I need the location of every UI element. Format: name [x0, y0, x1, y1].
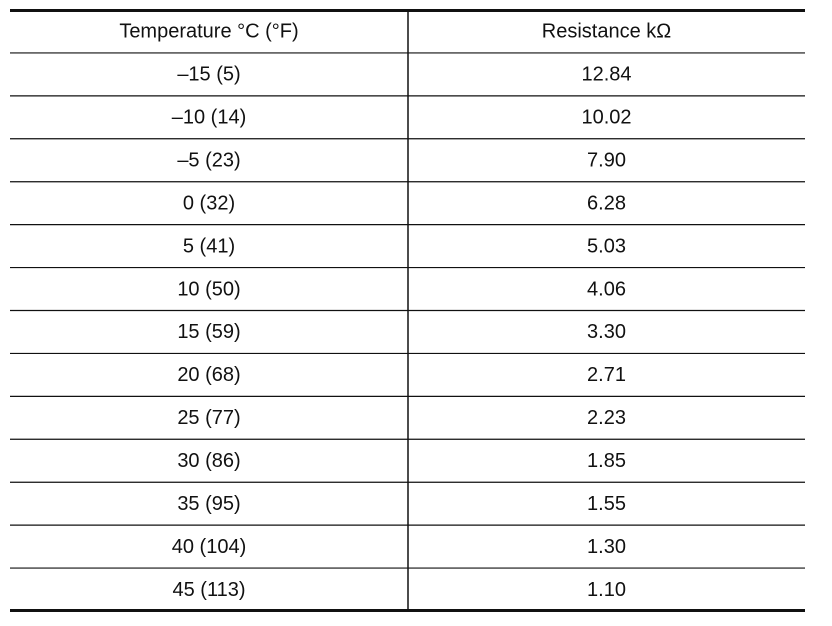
table-cell: –15 (5): [177, 64, 240, 86]
table-cell: –5 (23): [177, 150, 240, 172]
table-cell: 12.84: [581, 64, 631, 86]
table-cell: 7.90: [587, 150, 626, 172]
table-cell: 1.85: [587, 450, 626, 472]
table-cell: 30 (86): [177, 450, 240, 472]
table-cell: 40 (104): [172, 536, 247, 558]
table-cell: 2.23: [587, 407, 626, 429]
table-cell: 5.03: [587, 235, 626, 257]
header-cell: Resistance kΩ: [542, 21, 671, 43]
table-cell: 3.30: [587, 321, 626, 343]
table-cell: 15 (59): [177, 321, 240, 343]
table-cell: 5 (41): [183, 235, 235, 257]
header-cell: Temperature °C (°F): [119, 21, 298, 43]
table-cell: 1.30: [587, 536, 626, 558]
table-cell: 45 (113): [172, 579, 245, 601]
table-cell: 0 (32): [183, 192, 235, 214]
table-cell: 2.71: [587, 364, 626, 386]
table-cell: 1.10: [587, 579, 626, 601]
table-cell: 35 (95): [177, 493, 240, 515]
table-cell: 20 (68): [177, 364, 240, 386]
table-cell: 10.02: [581, 107, 631, 129]
table-cell: 4.06: [587, 278, 626, 300]
table-cell: –10 (14): [172, 107, 247, 129]
table-cell: 25 (77): [177, 407, 240, 429]
table-cell: 10 (50): [177, 278, 240, 300]
table-cell: 6.28: [587, 192, 626, 214]
table-cell: 1.55: [587, 493, 626, 515]
